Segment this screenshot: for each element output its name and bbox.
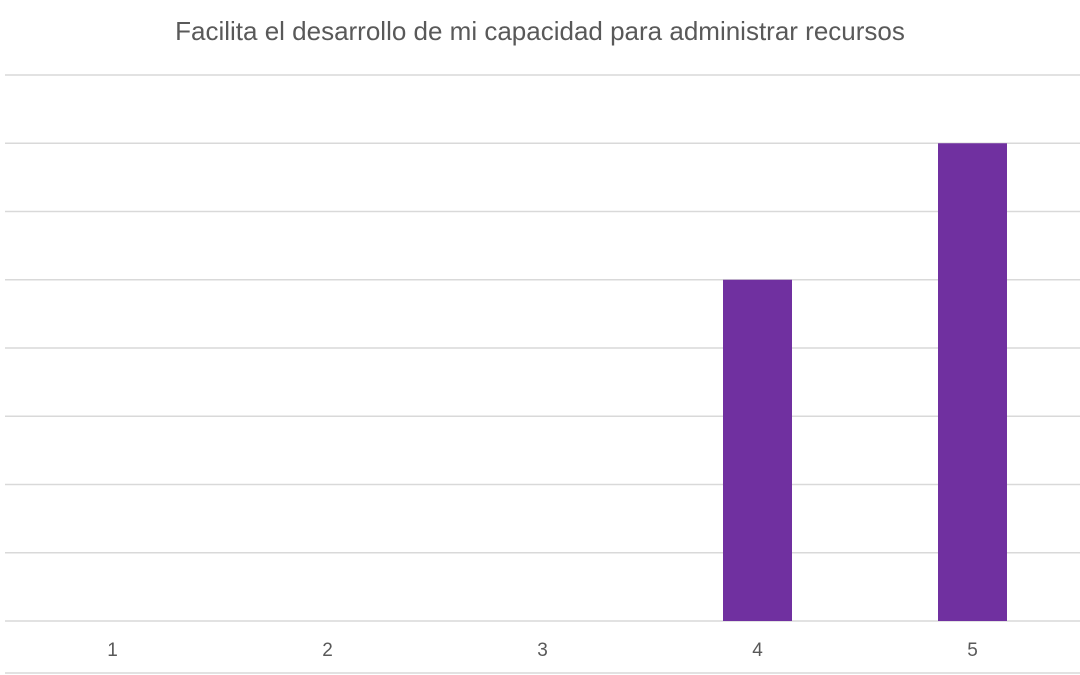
x-tick-label: 4	[752, 640, 763, 661]
x-tick-label: 3	[537, 640, 548, 661]
bar-4	[723, 279, 792, 621]
x-tick-label: 2	[322, 640, 333, 661]
chart-title: Facilita el desarrollo de mi capacidad p…	[175, 16, 905, 46]
x-tick-label: 1	[107, 640, 118, 661]
x-tick-label: 5	[967, 640, 978, 661]
bar-5	[938, 143, 1007, 621]
